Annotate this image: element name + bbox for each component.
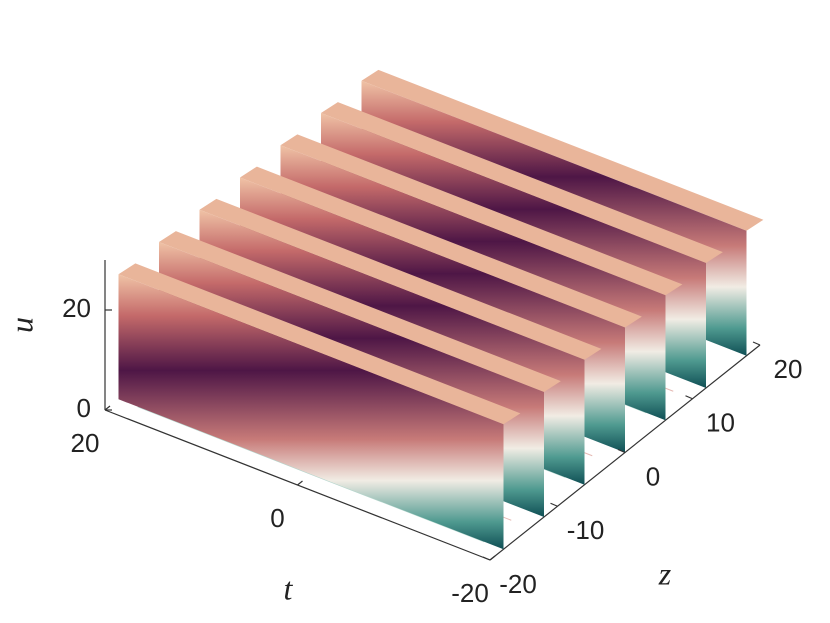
- ridge-top: [321, 102, 723, 263]
- x-tick: [489, 555, 496, 561]
- y-tick: [617, 448, 626, 454]
- ridge-top: [199, 198, 602, 360]
- y-tick: [482, 556, 491, 561]
- y-tick-label: 0: [646, 461, 660, 491]
- z-axis-label: u: [3, 317, 39, 333]
- x-tick: [104, 405, 111, 411]
- ridge: [118, 274, 504, 550]
- y-tick: [752, 341, 761, 346]
- ridge-top: [118, 263, 521, 425]
- y-axis-label: z: [658, 555, 672, 591]
- x-axis-label: t: [284, 570, 294, 606]
- y-tick-label: -20: [499, 569, 537, 599]
- ridge-top: [280, 134, 683, 296]
- ridge-top: [361, 69, 764, 231]
- ridge-top: [240, 166, 642, 328]
- y-tick-label: -10: [567, 515, 605, 545]
- ridge-top: [159, 231, 561, 392]
- y-tick: [685, 395, 693, 400]
- y-tick-label: 10: [706, 408, 735, 438]
- x-tick-label: -20: [451, 578, 489, 608]
- y-tick: [550, 502, 558, 507]
- x-tick: [297, 480, 303, 486]
- z-tick-label: 20: [62, 293, 91, 323]
- x-tick-label: 0: [270, 503, 284, 533]
- y-tick-label: 20: [774, 354, 803, 384]
- z-tick-label: 0: [77, 393, 91, 423]
- x-tick-label: 20: [71, 428, 100, 458]
